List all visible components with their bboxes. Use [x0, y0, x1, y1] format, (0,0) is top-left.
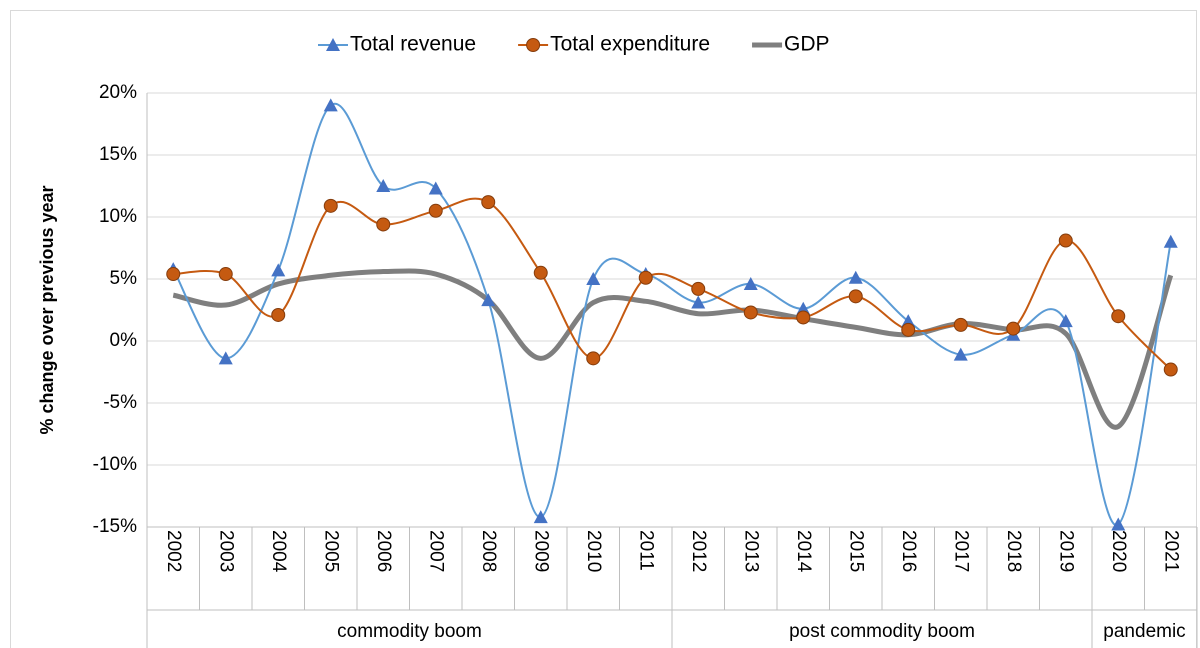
y-tick-label: 15% [99, 144, 137, 165]
x-tick-label: 2005 [321, 530, 342, 572]
x-tick-label: 2021 [1161, 530, 1182, 572]
x-tick-label: 2018 [1003, 530, 1024, 572]
marker [796, 310, 811, 325]
x-tick-label: 2012 [688, 530, 709, 572]
x-tick-label: 2016 [898, 530, 919, 572]
x-tick-label: 2003 [216, 530, 237, 572]
legend-label: Total expenditure [550, 33, 710, 56]
marker [271, 263, 286, 277]
marker [533, 265, 548, 280]
marker [953, 347, 968, 361]
legend-label: Total revenue [350, 33, 476, 56]
x-tick-label: 2019 [1056, 530, 1077, 572]
y-axis-label: % change over previous year [37, 185, 57, 434]
marker [428, 203, 443, 218]
marker [481, 195, 496, 210]
marker [953, 317, 968, 332]
marker [1058, 314, 1073, 328]
marker [271, 307, 286, 322]
x-tick-label: 2014 [793, 530, 814, 573]
marker [166, 267, 181, 282]
y-tick-label: 20% [99, 82, 137, 103]
marker [323, 198, 338, 213]
marker [218, 351, 233, 365]
group-label: commodity boom [337, 621, 482, 642]
marker [323, 98, 338, 112]
y-tick-label: 0% [110, 330, 138, 351]
x-tick-label: 2015 [846, 530, 867, 572]
marker [848, 270, 863, 284]
x-tick-label: 2009 [531, 530, 552, 572]
x-tick-label: 2002 [163, 530, 184, 572]
marker [1163, 362, 1178, 377]
marker [743, 305, 758, 320]
y-tick-label: -15% [93, 516, 137, 537]
legend-marker [326, 38, 340, 51]
marker [428, 181, 443, 195]
marker [743, 276, 758, 290]
y-tick-label: 5% [110, 268, 138, 289]
legend-label: GDP [784, 33, 830, 56]
marker [533, 510, 548, 524]
marker [586, 351, 601, 366]
marker [481, 293, 496, 307]
x-tick-label: 2004 [268, 530, 289, 573]
group-label: post commodity boom [789, 621, 975, 642]
marker [218, 267, 233, 282]
x-tick-label: 2011 [636, 530, 657, 571]
x-tick-label: 2017 [951, 530, 972, 572]
marker [638, 270, 653, 285]
y-tick-label: 10% [99, 206, 137, 227]
marker [376, 179, 391, 192]
marker [901, 322, 916, 337]
marker [1111, 309, 1126, 324]
marker [691, 281, 706, 296]
marker [848, 289, 863, 304]
x-tick-label: 2008 [478, 530, 499, 572]
marker [1058, 233, 1073, 248]
marker [691, 295, 706, 309]
y-tick-label: -5% [103, 392, 137, 413]
legend-marker [526, 38, 541, 52]
marker [1111, 517, 1126, 531]
y-tick-label: -10% [93, 454, 137, 475]
x-tick-label: 2013 [741, 530, 762, 572]
x-tick-label: 2020 [1108, 530, 1129, 572]
marker [376, 217, 391, 232]
marker [1163, 234, 1178, 248]
x-tick-label: 2010 [583, 530, 604, 572]
x-tick-label: 2007 [426, 530, 447, 572]
marker [586, 272, 601, 285]
group-label: pandemic [1103, 621, 1185, 642]
x-tick-label: 2006 [373, 530, 394, 572]
marker [1006, 321, 1021, 336]
line [172, 268, 1174, 430]
